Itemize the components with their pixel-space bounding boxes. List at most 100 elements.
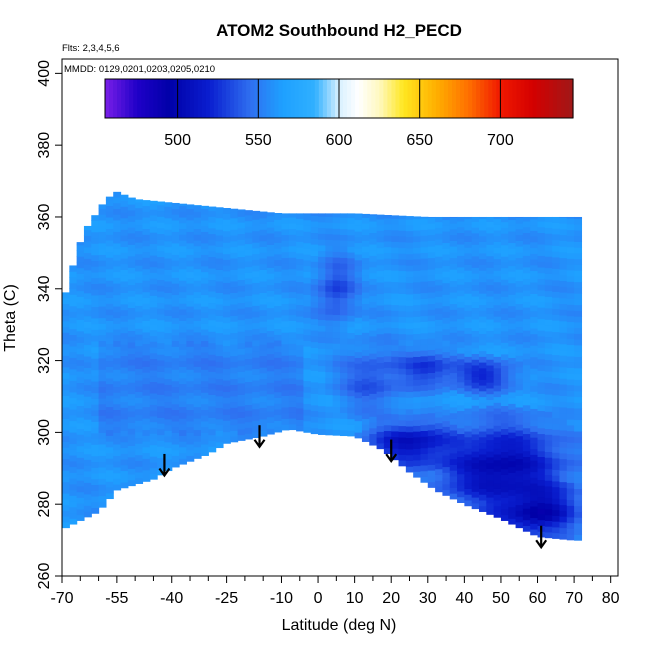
heat-cell	[508, 409, 517, 416]
heat-cell	[508, 253, 517, 261]
heat-cell	[544, 503, 553, 510]
heat-cell	[244, 232, 253, 239]
heat-cell	[69, 472, 78, 479]
heat-cell	[552, 348, 561, 356]
heat-cell	[493, 241, 502, 248]
heat-cell	[347, 269, 356, 276]
heat-cell	[222, 316, 231, 324]
heat-cell	[296, 292, 305, 300]
heat-cell	[179, 354, 187, 362]
heat-cell	[493, 316, 502, 323]
heat-cell	[574, 522, 583, 530]
heat-cell	[369, 289, 378, 297]
heat-cell	[318, 213, 326, 217]
heat-cell	[310, 243, 319, 251]
heat-cell	[164, 355, 173, 362]
heat-cell	[113, 426, 122, 433]
heat-cell	[405, 265, 414, 272]
heat-cell	[310, 249, 319, 257]
heat-cell	[164, 263, 173, 270]
heat-cell	[515, 452, 524, 460]
heat-cell	[83, 229, 92, 236]
down-arrow-marker	[158, 453, 171, 478]
heat-cell	[230, 372, 239, 380]
heat-cell	[398, 224, 407, 231]
heat-cell	[552, 320, 561, 327]
heat-cell	[201, 420, 209, 428]
heat-cell	[376, 264, 385, 272]
heat-cell	[398, 459, 407, 467]
heat-cell	[369, 381, 378, 389]
heat-cell	[310, 324, 319, 331]
heat-cell	[420, 344, 429, 351]
heat-cell	[471, 227, 480, 234]
heat-cell	[427, 297, 436, 305]
heat-cell	[266, 296, 275, 303]
heat-cell	[244, 358, 253, 365]
heat-cell	[457, 318, 465, 325]
heat-cell	[142, 469, 151, 477]
heat-cell	[193, 389, 202, 396]
heat-cell	[266, 221, 275, 228]
heat-cell	[537, 519, 546, 526]
heat-cell	[266, 393, 275, 401]
heat-cell	[552, 377, 561, 384]
heat-cell	[237, 342, 246, 349]
heat-cell	[120, 217, 129, 225]
heat-cell	[471, 330, 480, 337]
heat-cell	[544, 462, 553, 470]
heat-cell	[98, 288, 107, 296]
heat-cell	[208, 348, 217, 355]
heat-cell	[427, 228, 436, 236]
heat-cell	[193, 205, 202, 212]
heat-cell	[259, 292, 268, 299]
heat-cell	[552, 400, 561, 407]
heat-cell	[201, 449, 209, 456]
heat-cell	[442, 403, 451, 410]
heat-cell	[105, 400, 114, 408]
heat-cell	[325, 365, 334, 373]
heat-cell	[149, 237, 158, 245]
heat-cell	[171, 294, 180, 301]
heat-cell	[208, 308, 217, 315]
heat-cell	[522, 444, 531, 452]
heat-cell	[413, 247, 422, 254]
heat-cell	[376, 396, 385, 404]
heat-cell	[522, 226, 531, 234]
heat-cell	[288, 326, 297, 333]
heat-cell	[127, 238, 136, 245]
heat-cell	[442, 248, 451, 255]
heat-cell	[69, 305, 78, 312]
heat-cell	[369, 243, 378, 251]
heat-cell	[398, 454, 407, 461]
heat-cell	[449, 441, 458, 448]
heat-cell	[303, 300, 312, 307]
heat-cell	[427, 223, 436, 230]
heat-cell	[537, 502, 546, 509]
heat-cell	[369, 439, 378, 446]
heat-cell	[105, 216, 114, 224]
heat-cell	[522, 433, 531, 440]
heat-cell	[215, 298, 224, 305]
heat-cell	[405, 219, 414, 226]
heat-cell	[281, 332, 290, 339]
heat-cell	[530, 528, 539, 536]
colorbar-segment	[246, 79, 251, 118]
heat-cell	[120, 418, 129, 426]
flights-note: Flts: 2,3,4,5,6	[62, 43, 120, 54]
heat-cell	[252, 316, 261, 324]
heat-cell	[69, 409, 78, 416]
heat-cell	[230, 418, 239, 426]
heat-cell	[325, 250, 334, 258]
heat-cell	[405, 216, 414, 220]
heat-cell	[464, 362, 473, 369]
heat-cell	[500, 296, 509, 303]
heat-cell	[376, 293, 385, 300]
heat-cell	[215, 321, 224, 328]
colorbar-segment	[379, 79, 384, 118]
heat-cell	[552, 251, 561, 258]
heat-cell	[244, 210, 253, 216]
heat-cell	[98, 254, 107, 261]
heat-cell	[274, 391, 283, 398]
heat-cell	[354, 294, 363, 301]
